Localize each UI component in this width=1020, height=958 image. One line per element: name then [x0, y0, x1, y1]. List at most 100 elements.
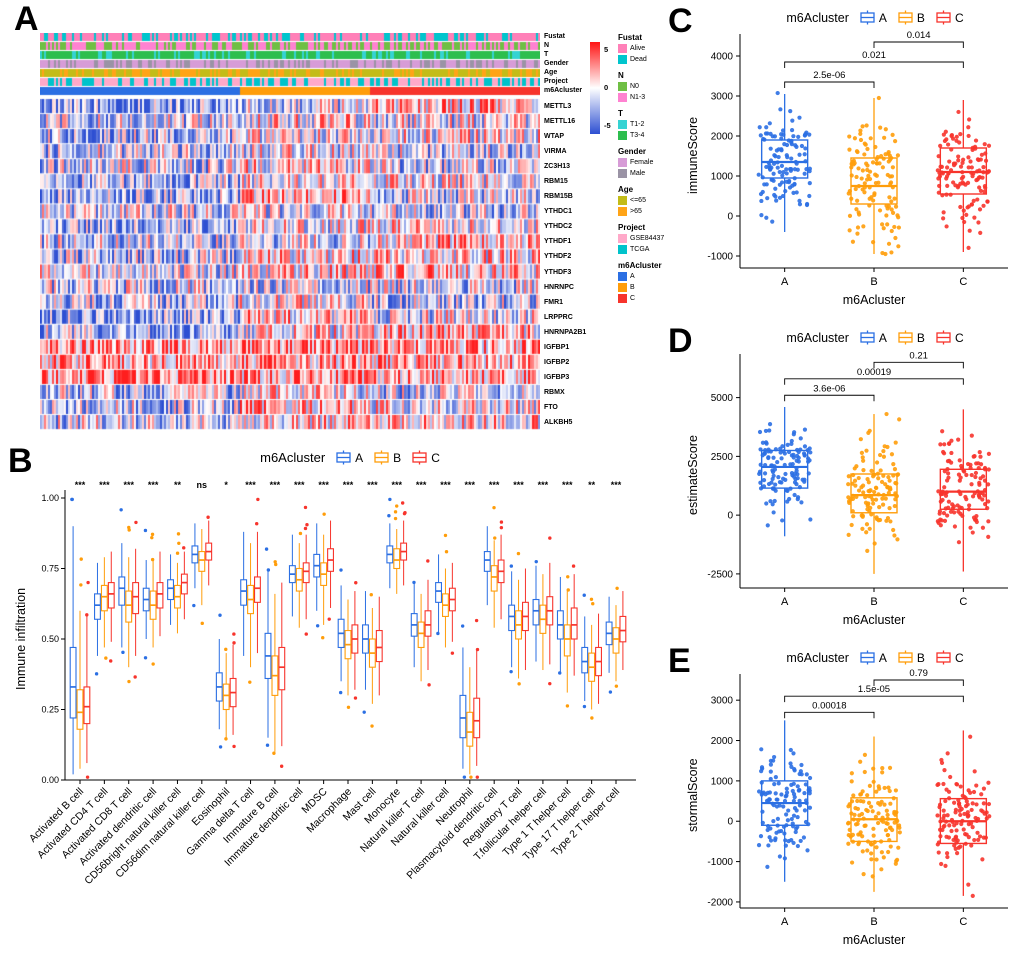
svg-text:3000: 3000 [711, 92, 734, 103]
gene-row-label: METTL16 [544, 118, 576, 126]
svg-text:C: C [959, 276, 967, 288]
legend-group-age: Age <=65 >65 [618, 185, 708, 217]
svg-text:***: *** [245, 480, 256, 490]
legend-item-A: A [335, 450, 363, 465]
svg-text:0.21: 0.21 [909, 350, 928, 361]
boxplot-icon [860, 650, 875, 665]
svg-text:**: ** [174, 480, 182, 490]
legend-swatch [618, 294, 627, 303]
legend-item: >65 [618, 206, 708, 217]
svg-text:***: *** [416, 480, 427, 490]
svg-text:***: *** [440, 480, 451, 490]
boxplot-icon [860, 330, 875, 345]
legend-swatch [618, 234, 627, 243]
svg-text:1000: 1000 [711, 776, 734, 787]
gene-row-label: HNRNPC [544, 283, 574, 291]
boxplot-icon [898, 650, 913, 665]
svg-text:A: A [781, 276, 789, 288]
legend-item: GSE84437 [618, 233, 708, 244]
legend-swatch [618, 120, 627, 129]
gene-row-label: METTL3 [544, 103, 572, 110]
svg-text:A: A [781, 916, 789, 928]
svg-text:***: *** [148, 480, 159, 490]
boxplot-icon [936, 650, 951, 665]
legend-swatch [618, 283, 627, 292]
legend-item-B: B [897, 10, 925, 25]
heatmap-row-labels: Fustat N T Gender Age Project m6Acluster METTL3… [544, 33, 619, 433]
annotation-row-label: T [544, 51, 549, 58]
gene-row-label: IGFBP3 [544, 373, 570, 381]
legend-item: A [618, 271, 708, 282]
legend-title: m6Acluster [786, 650, 849, 665]
svg-text:***: *** [318, 480, 329, 490]
legend-swatch [618, 245, 627, 254]
legend-item: Male [618, 168, 708, 179]
panel-e-label: E [668, 642, 691, 680]
gene-row-label: YTHDF3 [544, 268, 572, 276]
legend-group-gender: Gender Female Male [618, 147, 708, 179]
svg-text:**: ** [588, 480, 596, 490]
legend-title: m6Acluster [786, 330, 849, 345]
legend-group-m6acluster: m6Acluster A B C [618, 261, 708, 304]
legend-swatch [618, 169, 627, 178]
svg-text:0.00018: 0.00018 [812, 700, 846, 711]
cluster-legend-c: m6Acluster A B C [745, 10, 1005, 25]
annotation-row-label: Project [544, 78, 568, 85]
cluster-legend-b: m6Acluster A B C [150, 450, 550, 465]
svg-text:0: 0 [727, 511, 733, 522]
gene-row-label: RBM15B [544, 193, 573, 201]
svg-text:0.00: 0.00 [41, 775, 59, 785]
legend-item: <=65 [618, 195, 708, 206]
gene-row-label: ALKBH5 [544, 418, 573, 426]
stromalscore-boxplot: -2000 -1000 0 1000 2000 3000 A B C 0.00018 1.5e-05… [707, 668, 1008, 928]
legend-item: Alive [618, 43, 708, 54]
svg-text:0.014: 0.014 [907, 30, 931, 41]
svg-text:2000: 2000 [711, 132, 734, 143]
svg-text:3000: 3000 [711, 696, 734, 707]
boxplot-icon [936, 330, 951, 345]
annotation-row-label: N [544, 42, 550, 49]
legend-item-B: B [373, 450, 401, 465]
svg-text:B: B [870, 596, 877, 608]
gene-row-label: YTHDF1 [544, 238, 572, 246]
gene-row-label: RBMX [544, 388, 565, 396]
svg-text:***: *** [538, 480, 549, 490]
colorbar-tick-mid: 0 [604, 83, 609, 92]
panel-d-x-title: m6Acluster [842, 613, 906, 627]
annotation-row-label: Age [544, 69, 558, 76]
svg-text:***: *** [513, 480, 524, 490]
boxplot-icon [898, 330, 913, 345]
svg-text:4000: 4000 [711, 52, 734, 63]
svg-text:C: C [959, 916, 967, 928]
gene-row-label: YTHDF2 [544, 253, 572, 261]
svg-text:***: *** [75, 480, 86, 490]
legend-swatch [618, 158, 627, 167]
legend-item-C: C [411, 450, 440, 465]
legend-swatch [618, 82, 627, 91]
gene-row-label: VIRMA [544, 148, 567, 156]
gene-row-label: IGFBP1 [544, 343, 570, 351]
panel-a-label: A [14, 0, 39, 38]
cluster-legend-d: m6Acluster A B C [745, 330, 1005, 345]
panel-b-y-title: Immune infiltration [14, 587, 28, 691]
boxplot-icon [374, 450, 389, 465]
legend-group-project: Project GSE84437 TCGA [618, 223, 708, 255]
immune-infiltration-boxplot: 0.000.250.500.751.00***Activated B cell*… [27, 480, 636, 887]
annotation-row-label: m6Acluster [544, 87, 583, 94]
svg-text:***: *** [270, 480, 281, 490]
svg-text:1.5e-05: 1.5e-05 [858, 684, 890, 695]
colorbar-tick-max: 5 [604, 45, 609, 54]
panel-e-x-title: m6Acluster [842, 933, 906, 947]
legend-item: B [618, 282, 708, 293]
svg-text:B: B [870, 276, 877, 288]
heatmap-canvas [40, 33, 540, 430]
legend-item: TCGA [618, 244, 708, 255]
svg-text:0: 0 [727, 212, 733, 223]
svg-text:0.00019: 0.00019 [857, 367, 891, 378]
legend-group-n: N N0 N1-3 [618, 71, 708, 103]
legend-item-C: C [935, 330, 964, 345]
gene-row-label: FTO [544, 403, 558, 411]
legend-group-t: T T1-2 T3-4 [618, 109, 708, 141]
legend-item-B: B [897, 330, 925, 345]
svg-text:0: 0 [727, 817, 733, 828]
